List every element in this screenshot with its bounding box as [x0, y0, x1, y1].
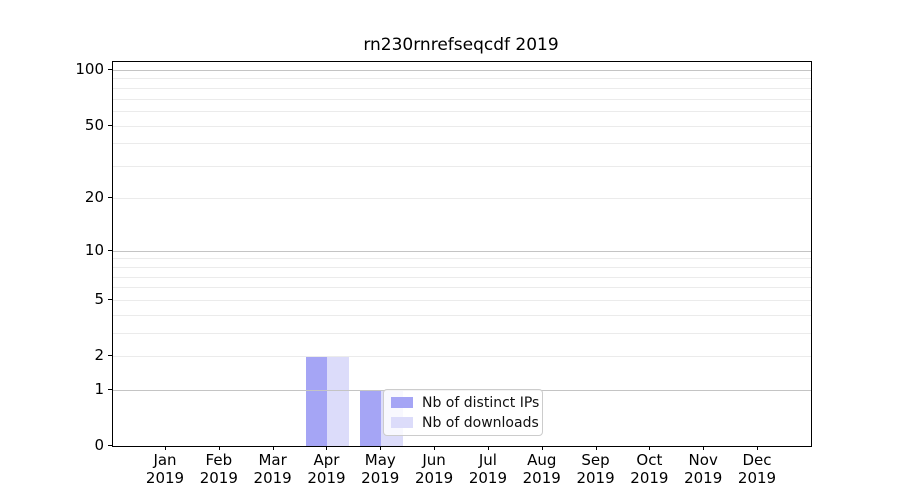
x-tick-mark [434, 446, 436, 450]
y-tick-mark [108, 196, 112, 198]
minor-gridline [113, 276, 811, 278]
y-tick-label: 1 [94, 379, 104, 398]
x-tick-mark [541, 446, 543, 450]
y-tick-mark [108, 124, 112, 126]
x-tick-label-line: Jun [422, 451, 446, 469]
minor-gridline [113, 78, 811, 80]
x-tick-label-line: 2019 [361, 469, 400, 487]
x-tick-label: Apr 2019 [291, 451, 361, 487]
y-tick-label: 2 [94, 346, 104, 365]
major-gridline [113, 69, 811, 71]
minor-gridline [113, 300, 811, 302]
x-tick-mark [326, 446, 328, 450]
bar-distinct-ips-may [359, 389, 382, 446]
x-tick-label-line: 2019 [576, 469, 615, 487]
y-tick-mark [108, 68, 112, 70]
x-tick-label-line: Apr [313, 451, 340, 469]
x-tick-label-line: 2019 [468, 469, 507, 487]
x-tick-mark [165, 446, 166, 450]
legend-swatch-downloads-icon [391, 417, 413, 428]
x-tick-label-line: Oct [636, 451, 663, 469]
x-tick-label-line: 2019 [522, 469, 561, 487]
x-tick-mark [757, 446, 759, 450]
minor-gridline [113, 98, 811, 100]
x-tick-label-line: 2019 [307, 469, 346, 487]
x-tick-label-line: 2019 [415, 469, 454, 487]
x-tick-label-line: 2019 [253, 469, 292, 487]
minor-gridline [113, 356, 811, 358]
y-tick-label: 10 [84, 240, 104, 259]
x-tick-mark [380, 446, 382, 450]
x-tick-mark [272, 446, 274, 450]
bar-distinct-ips-apr [305, 356, 328, 446]
x-tick-label: Aug 2019 [507, 451, 577, 487]
x-tick-label: Nov 2019 [668, 451, 738, 487]
x-tick-label-line: 2019 [145, 469, 185, 487]
legend-swatch-distinct-ips-icon [391, 397, 413, 408]
x-tick-label-line: 2019 [684, 469, 723, 487]
x-tick-mark [649, 446, 651, 450]
chart-title: rn230rnrefseqcdf 2019 [363, 35, 559, 55]
x-tick-label-line: 2019 [630, 469, 669, 487]
x-tick-label: Oct 2019 [614, 451, 684, 487]
x-tick-mark [595, 446, 597, 450]
x-tick-label-line: 2019 [199, 469, 238, 487]
y-tick-mark [108, 355, 112, 357]
minor-gridline [113, 197, 811, 199]
x-tick-mark [487, 446, 489, 450]
y-tick-label: 5 [94, 290, 104, 309]
legend-label-downloads: Nb of downloads [422, 414, 539, 431]
minor-gridline [113, 258, 811, 260]
x-tick-label-line: Jul [478, 451, 497, 469]
legend: Nb of distinct IPs Nb of downloads [383, 389, 543, 436]
x-tick-label-line: Sep [581, 451, 610, 469]
major-gridline [113, 250, 811, 252]
x-tick-label-line: Dec [742, 451, 772, 469]
legend-item-downloads: Nb of downloads [391, 415, 539, 431]
legend-item-distinct-ips: Nb of distinct IPs [391, 395, 539, 411]
x-tick-label: Mar 2019 [238, 451, 308, 487]
x-tick-mark [703, 446, 705, 450]
x-tick-label: Jul 2019 [453, 451, 523, 487]
y-tick-label: 100 [75, 59, 104, 78]
x-tick-label-line: 2019 [737, 469, 777, 487]
x-tick-label-line: Jan [153, 451, 177, 469]
x-tick-mark [218, 446, 220, 450]
x-tick-label: May 2019 [345, 451, 415, 487]
x-tick-label: Dec 2019 [722, 451, 792, 487]
minor-gridline [113, 166, 811, 168]
y-tick-mark [108, 299, 112, 301]
x-tick-label-line: Feb [205, 451, 233, 469]
y-tick-label: 50 [84, 115, 104, 134]
y-tick-label: 20 [84, 187, 104, 206]
x-tick-label: Jan 2019 [130, 451, 200, 487]
minor-gridline [113, 266, 811, 268]
x-tick-label-line: May [364, 451, 396, 469]
minor-gridline [113, 333, 811, 335]
plot-area [112, 61, 812, 447]
y-tick-mark [108, 388, 112, 390]
x-tick-label-line: Mar [258, 451, 287, 469]
y-tick-mark [108, 249, 112, 251]
minor-gridline [113, 314, 811, 316]
minor-gridline [113, 111, 811, 113]
x-tick-label-line: Aug [527, 451, 557, 469]
minor-gridline [113, 87, 811, 89]
y-tick-label: 0 [94, 436, 104, 454]
bar-downloads-apr [327, 356, 349, 446]
minor-gridline [113, 143, 811, 145]
legend-label-distinct-ips: Nb of distinct IPs [422, 394, 540, 411]
x-tick-label: Feb 2019 [184, 451, 254, 487]
x-tick-label: Sep 2019 [561, 451, 631, 487]
y-tick-mark [108, 445, 112, 446]
minor-gridline [113, 125, 811, 127]
x-tick-label-line: Nov [688, 451, 718, 469]
minor-gridline [113, 287, 811, 289]
x-tick-label: Jun 2019 [399, 451, 469, 487]
